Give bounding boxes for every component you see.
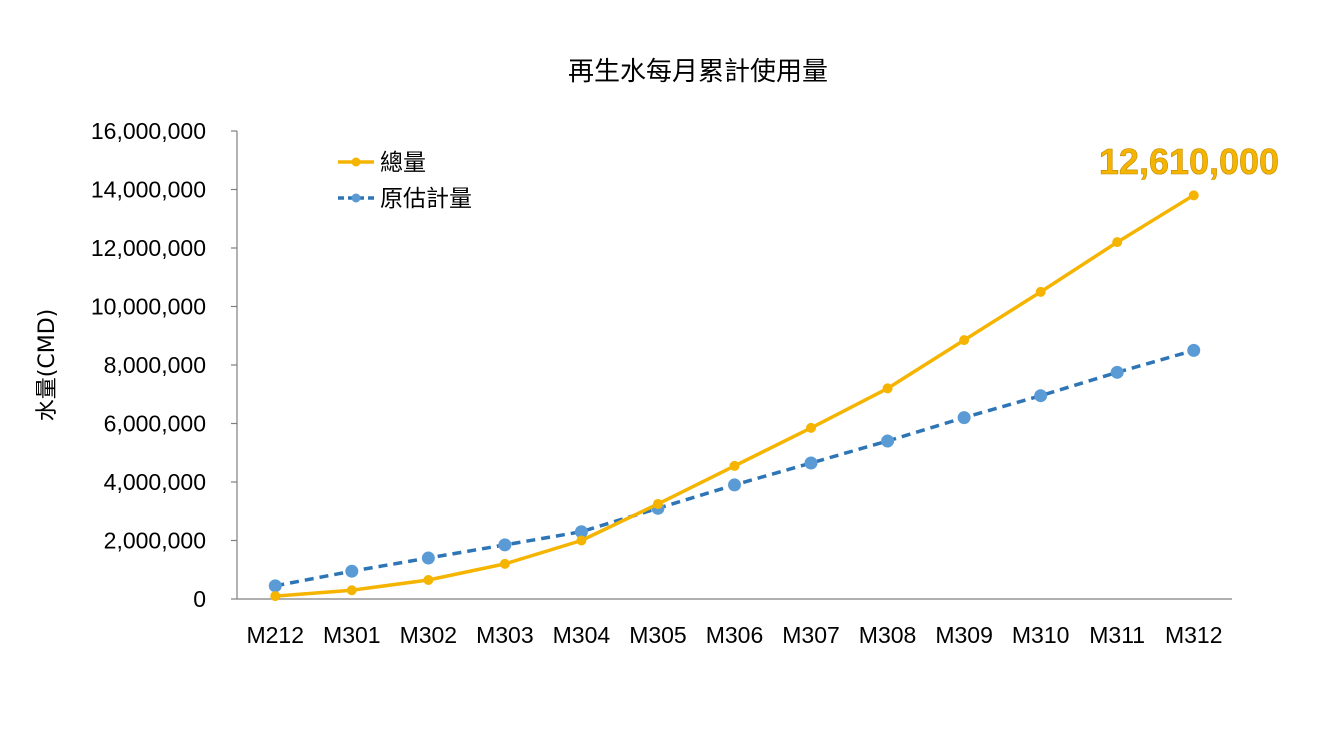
data-point [499,558,510,569]
x-tick-label: M310 [1012,622,1070,648]
x-tick-label: M305 [629,622,687,648]
x-tick-label: M304 [553,622,611,648]
y-tick-label: 0 [193,586,206,612]
data-point [728,478,741,492]
x-tick-label: M301 [323,622,381,648]
x-tick-label: M303 [476,622,534,648]
legend-swatch-marker [351,193,361,203]
x-tick-label: M308 [859,622,917,648]
value-callout: 12,610,000 [1099,141,1279,182]
data-point [881,434,895,448]
series-line [275,193,1195,598]
data-point [268,579,282,593]
data-point [729,460,740,471]
data-point [1035,286,1046,297]
data-point [804,456,818,470]
legend-swatch-marker [351,157,361,167]
y-tick-labels: 0 2,000,000 4,000,000 6,000,000 8,000,000 10,… [91,118,206,612]
x-tick-label: M212 [246,622,304,648]
data-point [882,383,893,394]
axes [231,130,1232,600]
series-estimate [268,343,1201,593]
y-tick-label: 4,000,000 [104,469,206,495]
data-point [1034,389,1048,403]
data-point [421,551,435,565]
data-point [959,335,970,346]
y-tick-label: 10,000,000 [91,294,206,320]
x-tick-label: M306 [706,622,764,648]
y-tick-label: 12,000,000 [91,235,206,261]
data-point [345,564,359,578]
y-axis-label: 水量(CMD) [35,309,60,421]
data-point [1187,343,1201,357]
x-tick-label: M302 [400,622,458,648]
y-tick-label: 2,000,000 [104,528,206,554]
legend-label: 原估計量 [380,186,472,212]
series-total [270,190,1199,602]
data-point [957,411,971,425]
data-point [1188,190,1199,201]
chart-title: 再生水每月累計使用量 [568,57,828,87]
x-tick-label: M309 [935,622,993,648]
data-point [423,574,434,585]
data-point [806,422,817,433]
y-tick-label: 16,000,000 [91,118,206,144]
y-tick-label: 14,000,000 [91,177,206,203]
data-point [652,498,663,509]
x-tick-labels: M212 M301 M302 M303 M304 M305 M306 M307 M308 M309… [246,622,1222,648]
y-tick-label: 8,000,000 [104,352,206,378]
data-point [1112,237,1123,248]
x-tick-label: M311 [1089,622,1145,648]
data-point [270,591,281,602]
data-point [498,538,512,552]
legend-label: 總量 [380,150,426,176]
data-point [1110,365,1124,379]
y-tick-label: 6,000,000 [104,411,206,437]
x-tick-label: M312 [1165,622,1223,648]
data-point [346,585,357,596]
data-point [576,535,587,546]
series-layer [268,190,1201,602]
x-tick-label: M307 [782,622,840,648]
